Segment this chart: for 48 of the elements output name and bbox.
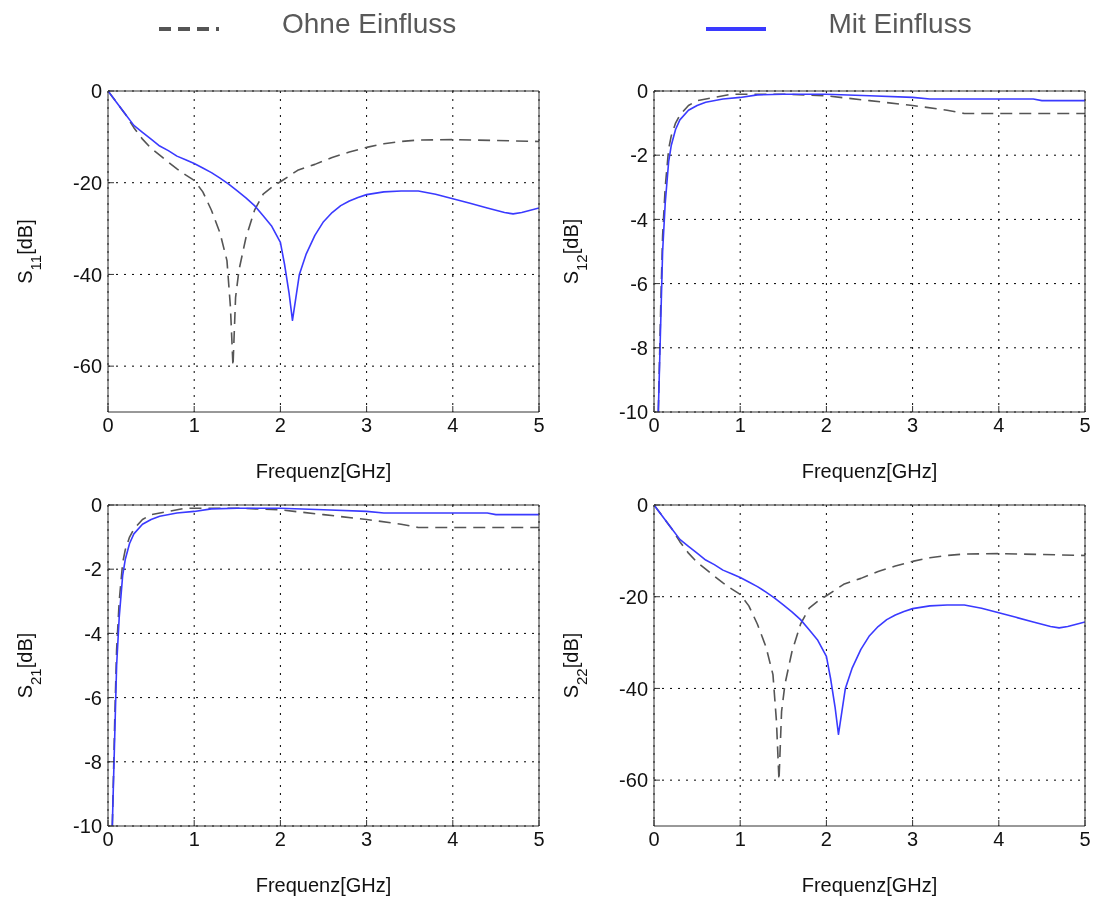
y-tick-label: -20 xyxy=(619,585,648,608)
x-tick-label: 3 xyxy=(907,414,919,437)
x-tick-label: 5 xyxy=(533,414,545,437)
x-tick-label: 1 xyxy=(734,828,746,851)
x-tick-label: 4 xyxy=(447,414,459,437)
y-tick-label: -6 xyxy=(84,686,102,709)
x-tick-label: 4 xyxy=(447,828,459,851)
y-tick-label: -6 xyxy=(630,272,648,295)
y-tick-label: -4 xyxy=(630,208,648,231)
x-axis-title: Frequenz[GHz] xyxy=(255,874,392,896)
x-tick-label: 2 xyxy=(274,414,286,437)
legend-label: Mit Einfluss xyxy=(828,8,972,40)
y-tick-label: -20 xyxy=(73,171,102,194)
x-tick-label: 1 xyxy=(734,414,746,437)
y-tick-label: -8 xyxy=(630,336,648,359)
x-tick-label: 5 xyxy=(1079,414,1091,437)
x-tick-label: 3 xyxy=(361,414,373,437)
y-tick-label: -60 xyxy=(73,355,102,378)
y-tick-label: 0 xyxy=(636,494,648,517)
y-tick-label: -10 xyxy=(73,815,102,838)
line-series xyxy=(657,93,1085,412)
x-tick-label: 2 xyxy=(274,828,286,851)
y-tick-label: -8 xyxy=(84,750,102,773)
x-tick-label: 4 xyxy=(993,828,1005,851)
x-axis-title: Frequenz[GHz] xyxy=(255,460,392,482)
x-axis-title: Frequenz[GHz] xyxy=(801,460,938,482)
x-tick-label: 3 xyxy=(361,828,373,851)
y-tick-label: -4 xyxy=(84,622,102,645)
y-tick-label: -2 xyxy=(84,558,102,581)
y-tick-label: -40 xyxy=(73,263,102,286)
x-tick-label: 1 xyxy=(188,828,200,851)
y-tick-label: -40 xyxy=(619,677,648,700)
x-tick-label: 4 xyxy=(993,414,1005,437)
legend-label: Ohne Einfluss xyxy=(282,8,457,40)
y-tick-label: 0 xyxy=(636,80,648,103)
x-tick-label: 1 xyxy=(188,414,200,437)
x-tick-label: 3 xyxy=(907,828,919,851)
x-axis-title: Frequenz[GHz] xyxy=(801,874,938,896)
x-tick-label: 5 xyxy=(533,828,545,851)
x-tick-label: 5 xyxy=(1079,828,1091,851)
y-tick-label: -60 xyxy=(619,769,648,792)
line-series xyxy=(111,507,539,826)
x-tick-label: 2 xyxy=(820,828,832,851)
y-tick-label: 0 xyxy=(90,494,102,517)
y-tick-label: -10 xyxy=(619,401,648,424)
y-tick-label: -2 xyxy=(630,144,648,167)
y-tick-label: 0 xyxy=(90,80,102,103)
x-tick-label: 2 xyxy=(820,414,832,437)
